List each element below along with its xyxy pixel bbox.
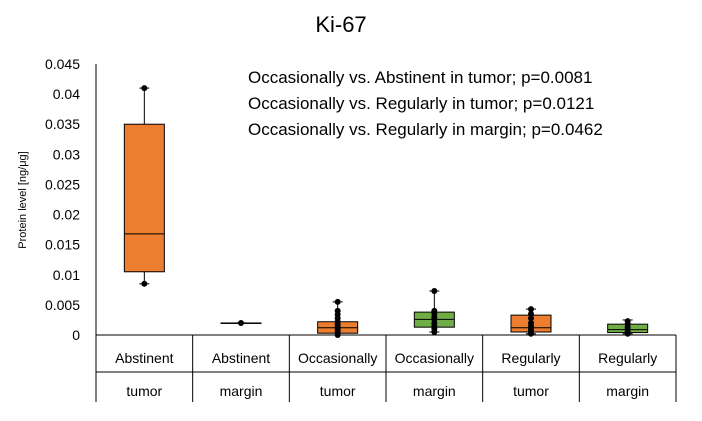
category-label-line2: tumor (126, 383, 162, 399)
category-label-line1: Occasionally (298, 350, 377, 366)
y-tick-label: 0.02 (53, 207, 80, 223)
box-group (123, 85, 165, 287)
data-point (528, 315, 534, 322)
y-tick-label: 0.035 (45, 116, 80, 132)
box-rect (123, 123, 165, 273)
category-label-line2: tumor (320, 383, 356, 399)
annotation-1: Occasionally vs. Abstinent in tumor; p=0… (248, 68, 592, 87)
data-point (624, 318, 631, 325)
category-label-line2: margin (220, 383, 263, 399)
y-tick-label: 0.005 (45, 297, 80, 313)
y-tick-label: 0.01 (53, 267, 80, 283)
category-label-line1: Abstinent (115, 350, 173, 366)
category-label-line2: tumor (513, 383, 549, 399)
data-point (334, 307, 341, 314)
box-group (317, 298, 359, 338)
y-tick-label: 0.025 (45, 176, 80, 192)
data-point (528, 319, 534, 326)
y-tick-label: 0 (72, 327, 80, 343)
y-tick-label: 0.03 (53, 146, 80, 162)
chart-title: Ki-67 (315, 12, 366, 37)
category-label-line1: Abstinent (212, 350, 270, 366)
annotation-2: Occasionally vs. Regularly in tumor; p=0… (248, 94, 594, 113)
data-point (334, 298, 341, 305)
y-tick-label: 0.045 (45, 56, 80, 72)
category-label-line1: Regularly (598, 350, 657, 366)
data-point (431, 288, 438, 295)
y-tick-label: 0.04 (53, 86, 80, 102)
box-group (413, 288, 455, 335)
box-group (607, 318, 649, 337)
annotation-3: Occasionally vs. Regularly in margin; p=… (248, 120, 603, 139)
category-label-line2: margin (606, 383, 649, 399)
box-group (510, 306, 552, 337)
data-point (528, 310, 534, 317)
data-point (431, 307, 438, 314)
data-point (141, 280, 148, 287)
box-group (220, 319, 262, 326)
category-label-line1: Regularly (501, 350, 560, 366)
data-point (238, 319, 244, 326)
category-label-line1: Occasionally (395, 350, 474, 366)
data-point (528, 306, 534, 313)
y-axis-label: Protein level [ng/μg] (17, 151, 29, 248)
y-tick-label: 0.015 (45, 237, 80, 253)
category-label-line2: margin (413, 383, 456, 399)
data-point (141, 85, 148, 92)
